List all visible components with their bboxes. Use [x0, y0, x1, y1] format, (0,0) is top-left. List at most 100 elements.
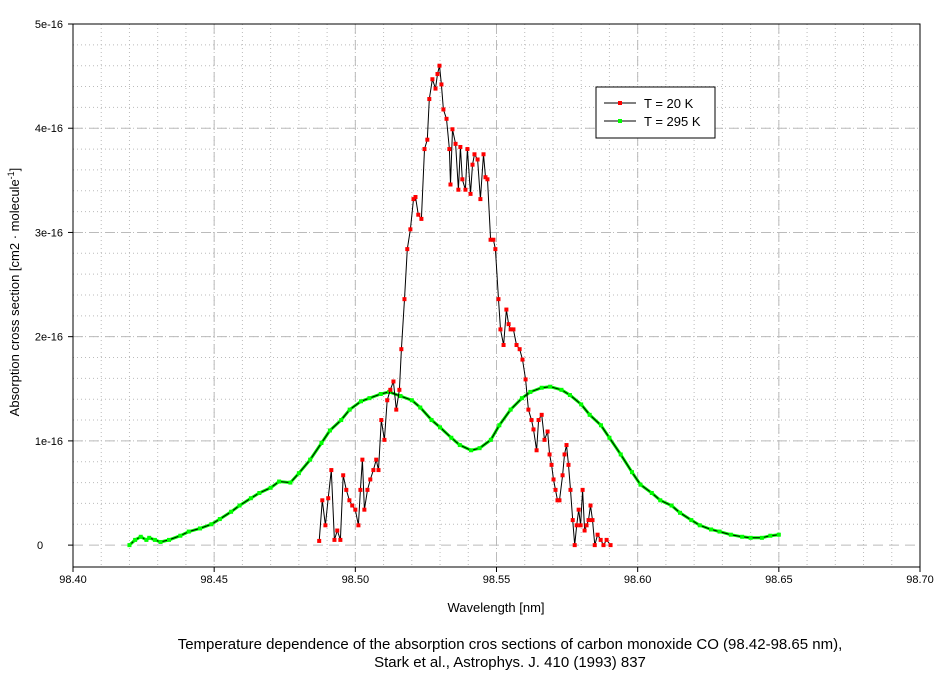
data-point: [365, 487, 370, 492]
data-point: [217, 517, 222, 522]
data-point: [590, 518, 595, 523]
data-point: [229, 509, 234, 514]
data-point: [776, 532, 781, 537]
data-point: [566, 462, 571, 467]
data-point: [444, 116, 449, 121]
data-point: [368, 477, 373, 482]
data-point: [608, 543, 613, 548]
data-point: [506, 322, 511, 327]
data-point: [580, 487, 585, 492]
data-point: [453, 141, 458, 146]
data-point: [402, 297, 407, 302]
data-point: [332, 537, 337, 542]
data-point: [138, 534, 143, 539]
data-point: [728, 532, 733, 537]
data-point: [326, 496, 331, 501]
data-point: [458, 144, 463, 149]
data-point: [491, 237, 496, 242]
data-point: [367, 396, 372, 401]
data-point: [529, 418, 534, 423]
grid: [72, 23, 921, 567]
legend-label: T = 20 K: [644, 96, 694, 111]
data-point: [576, 507, 581, 512]
data-point: [598, 423, 603, 428]
data-point: [607, 435, 612, 440]
data-point: [158, 539, 163, 544]
data-point: [488, 437, 493, 442]
data-point: [520, 357, 525, 362]
data-point: [470, 162, 475, 167]
data-point: [689, 518, 694, 523]
data-point: [478, 197, 483, 202]
data-point: [508, 327, 513, 332]
x-tick-label: 98.60: [624, 574, 652, 586]
data-point: [562, 452, 567, 457]
data-point: [413, 195, 418, 200]
data-point: [147, 535, 152, 540]
caption-line-2: Stark et al., Astrophys. J. 410 (1993) 8…: [374, 654, 646, 671]
data-point: [379, 418, 384, 423]
data-point: [430, 77, 435, 82]
data-point: [528, 389, 533, 394]
data-point: [549, 462, 554, 467]
data-point: [618, 452, 623, 457]
legend-marker: [618, 101, 622, 105]
x-tick-label: 98.40: [59, 574, 87, 586]
x-tick-label: 98.45: [200, 574, 228, 586]
data-point: [429, 418, 434, 423]
data-point: [567, 393, 572, 398]
data-point: [678, 510, 683, 515]
data-point: [360, 457, 365, 462]
data-point: [582, 528, 587, 533]
data-point: [308, 457, 313, 462]
data-point: [508, 407, 513, 412]
data-point: [531, 427, 536, 432]
data-point: [570, 518, 575, 523]
data-point: [548, 384, 553, 389]
data-point: [144, 537, 149, 542]
data-point: [166, 537, 171, 542]
data-point: [740, 534, 745, 539]
data-point: [438, 425, 443, 430]
data-point: [371, 468, 376, 473]
x-tick-label: 98.55: [483, 574, 511, 586]
data-point: [339, 418, 344, 423]
y-tick-label: 5e-16: [35, 19, 63, 31]
data-point: [579, 402, 584, 407]
data-point: [768, 533, 773, 538]
data-point: [388, 387, 393, 392]
data-point: [526, 407, 531, 412]
data-point: [198, 526, 203, 531]
data-point: [448, 182, 453, 187]
data-point: [341, 473, 346, 478]
caption-line-1: Temperature dependence of the absorption…: [177, 636, 843, 653]
y-tick-label: 4e-16: [35, 123, 63, 135]
data-point: [376, 468, 381, 473]
data-point: [237, 503, 242, 508]
data-point: [496, 297, 501, 302]
data-point: [422, 147, 427, 152]
data-point: [638, 482, 643, 487]
data-point: [501, 343, 506, 348]
data-point: [418, 405, 423, 410]
data-point: [133, 537, 138, 542]
data-point: [327, 428, 332, 433]
data-point: [497, 423, 502, 428]
data-point: [358, 487, 363, 492]
data-point: [539, 385, 544, 390]
data-point: [338, 537, 343, 542]
data-point: [514, 343, 519, 348]
data-point: [296, 471, 301, 476]
data-point: [553, 487, 558, 492]
data-point: [447, 147, 452, 152]
data-point: [649, 491, 654, 496]
data-point: [498, 327, 503, 332]
data-point: [385, 398, 390, 403]
legend-box: [595, 86, 716, 139]
data-point: [559, 387, 564, 392]
data-point: [578, 523, 583, 528]
data-point: [358, 399, 363, 404]
data-point: [598, 537, 603, 542]
data-point: [457, 443, 462, 448]
data-point: [592, 543, 597, 548]
